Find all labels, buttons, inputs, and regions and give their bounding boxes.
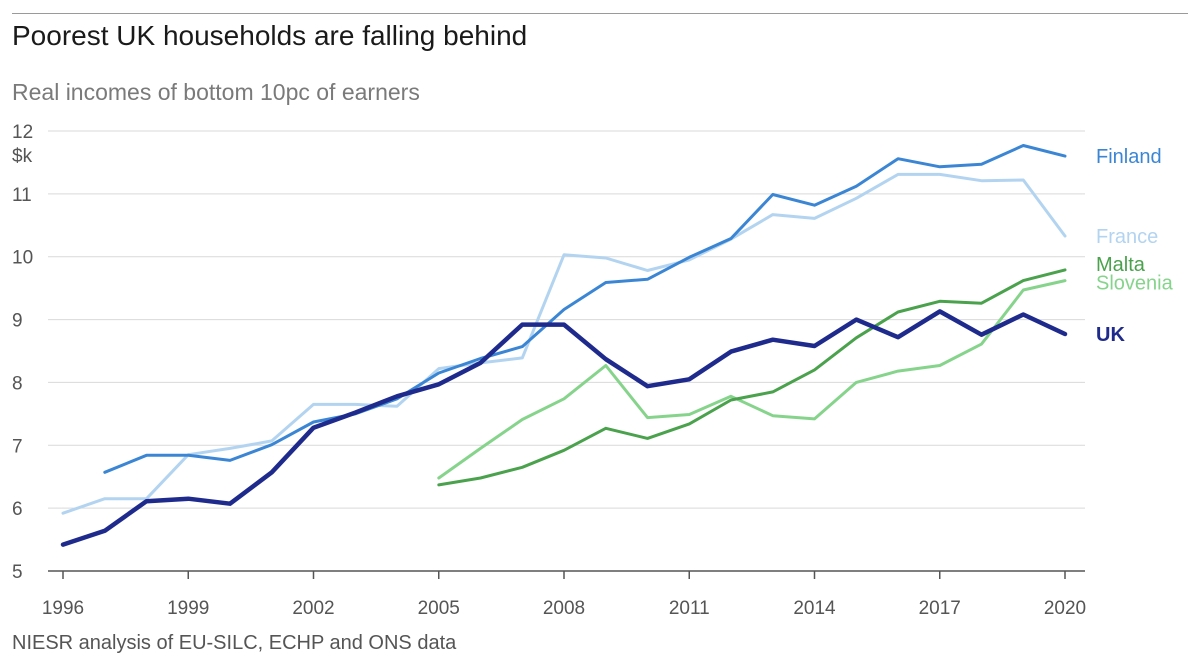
series-label-finland: Finland: [1096, 146, 1162, 168]
x-tick-label: 2008: [543, 598, 585, 619]
x-tick-label: 2017: [919, 598, 961, 619]
series-label-malta: Malta: [1096, 254, 1146, 276]
x-tick-label: 2002: [292, 598, 334, 619]
series-line-france: [61, 172, 1067, 515]
x-tick-label: 1996: [42, 598, 84, 619]
x-tick-label: 2020: [1044, 598, 1086, 619]
series-line-finland: [103, 144, 1067, 474]
series-label-slovenia: Slovenia: [1096, 273, 1174, 295]
series-line-slovenia: [437, 279, 1067, 480]
chart-subtitle: Real incomes of bottom 10pc of earners: [12, 79, 420, 105]
x-tick-label: 2014: [793, 598, 836, 619]
source-note: NIESR analysis of EU-SILC, ECHP and ONS …: [12, 632, 457, 654]
x-tick-label: 1999: [167, 598, 209, 619]
top-rule: [12, 13, 1188, 14]
y-tick-label: 12: [12, 122, 33, 143]
x-tick-label: 2011: [669, 598, 710, 619]
series-label-france: France: [1096, 226, 1158, 248]
y-axis-unit-label: $k: [12, 146, 33, 167]
y-tick-label: 6: [12, 499, 23, 520]
y-tick-label: 7: [12, 436, 23, 457]
chart-title: Poorest UK households are falling behind: [12, 20, 528, 51]
x-tick-label: 2005: [418, 598, 460, 619]
y-tick-label: 10: [12, 248, 33, 269]
y-tick-label: 11: [12, 185, 32, 206]
series-line-malta: [437, 268, 1067, 487]
y-tick-label: 9: [12, 311, 23, 332]
series-line-uk: [60, 309, 1068, 547]
series-label-uk: UK: [1096, 324, 1125, 346]
y-tick-label: 5: [12, 562, 23, 583]
y-tick-label: 8: [12, 373, 23, 394]
